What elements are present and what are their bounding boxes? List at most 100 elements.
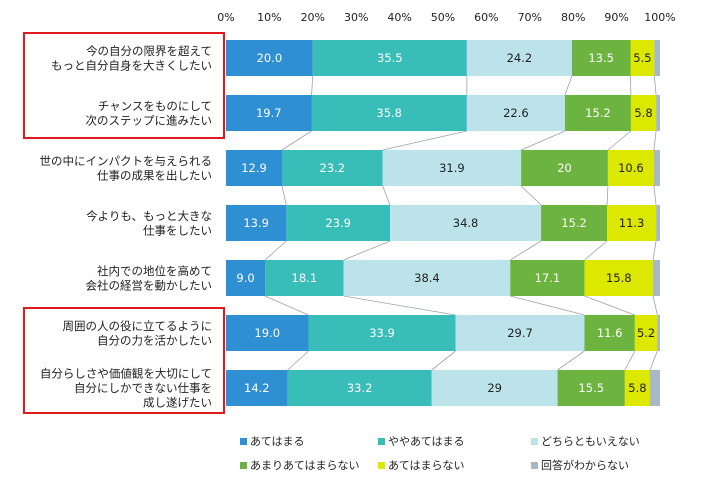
bar-segment	[226, 150, 282, 186]
connector-line	[652, 295, 658, 316]
legend-label: あまりあてはまらない	[250, 459, 360, 472]
connector-line	[510, 240, 542, 261]
bar-segment	[584, 260, 654, 296]
connector-line	[584, 295, 635, 316]
category-label: 今よりも、もっと大きな仕事をしたい	[86, 209, 212, 238]
value-label: 23.2	[320, 161, 346, 175]
bar-segment	[226, 95, 312, 131]
value-label: 31.9	[439, 161, 465, 175]
bar-segment	[226, 205, 287, 241]
legend-label: あてはまる	[250, 435, 305, 448]
x-tick-label: 10%	[257, 11, 281, 24]
bar-segment	[343, 260, 511, 296]
value-label: 5.5	[633, 51, 651, 65]
category-label-line: 仕事の成果を出したい	[97, 168, 212, 182]
bar-segment	[308, 315, 456, 351]
value-label: 35.5	[377, 51, 403, 65]
series-connectors	[264, 75, 658, 371]
legend-label: ややあてはまる	[388, 435, 465, 448]
bar-segment	[466, 95, 565, 131]
value-label: 35.8	[376, 106, 402, 120]
connector-line	[311, 75, 314, 96]
connector-line	[382, 130, 467, 151]
value-label: 23.9	[325, 216, 351, 230]
connector-line	[606, 185, 609, 206]
bar-segment	[630, 95, 657, 131]
connector-line	[649, 350, 658, 371]
bar-segment	[630, 40, 655, 76]
bar-segment	[466, 40, 572, 76]
value-label: 15.8	[606, 271, 632, 285]
bar-segment	[656, 95, 660, 131]
bar-segment	[541, 205, 608, 241]
x-tick-label: 70%	[518, 11, 542, 24]
connector-line	[624, 350, 636, 371]
category-label: チャンスをものにして次のステップに進みたい	[86, 99, 213, 128]
category-label-line: 自分にしかできない仕事を	[74, 381, 212, 395]
legend-label: あてはまらない	[388, 459, 465, 472]
value-label: 19.0	[254, 326, 280, 340]
x-tick-label: 50%	[431, 11, 455, 24]
bar-segment	[286, 205, 391, 241]
connector-line	[607, 130, 632, 151]
category-label: 世の中にインパクトを与えられる仕事の成果を出したい	[40, 154, 213, 183]
category-labels: 今の自分の限界を超えてもっと自分自身を大きくしたいチャンスをものにして次のステッ…	[40, 44, 213, 410]
category-label-line: もっと自分自身を大きくしたい	[51, 58, 212, 72]
value-label: 29.7	[507, 326, 533, 340]
x-tick-label: 80%	[561, 11, 585, 24]
x-tick-label: 20%	[301, 11, 325, 24]
bar-segment	[510, 260, 585, 296]
category-label-line: 会社の経営を動かしたい	[86, 278, 213, 292]
category-label-line: 周囲の人の役に立てるように	[63, 319, 213, 333]
legend-label: 回答がわからない	[541, 458, 629, 472]
legend-swatch	[531, 462, 538, 469]
connector-line	[264, 295, 309, 316]
bar-segment	[390, 205, 542, 241]
bar-segment	[650, 370, 660, 406]
category-label-line: 世の中にインパクトを与えられる	[40, 154, 213, 168]
category-label-line: 成し遂げたい	[143, 396, 212, 410]
category-label-line: 今の自分の限界を超えて	[86, 44, 212, 58]
bar-segment	[226, 370, 288, 406]
bar-segment	[431, 370, 558, 406]
category-label-line: 仕事をしたい	[143, 223, 212, 237]
connector-line	[653, 130, 657, 151]
bar-segment	[584, 315, 635, 351]
x-tick-label: 0%	[217, 11, 234, 24]
connector-line	[431, 350, 456, 371]
connector-line	[653, 185, 657, 206]
bar-segment	[657, 315, 660, 351]
connector-line	[281, 130, 312, 151]
bar-segment	[557, 370, 625, 406]
value-label: 5.2	[637, 326, 655, 340]
connector-line	[564, 75, 573, 96]
value-label: 15.2	[585, 106, 611, 120]
category-label-line: 自分らしさや価値観を大切にして	[40, 367, 212, 381]
bar-segment	[312, 40, 467, 76]
connector-line	[287, 350, 309, 371]
value-label: 18.1	[292, 271, 318, 285]
legend-swatch	[240, 462, 247, 469]
connector-line	[520, 130, 566, 151]
value-label: 38.4	[414, 271, 440, 285]
legend-swatch	[531, 438, 538, 445]
value-label: 10.6	[618, 161, 644, 175]
bar-segment	[521, 150, 608, 186]
bar-segment	[653, 150, 660, 186]
connector-line	[343, 295, 456, 316]
connector-line	[520, 185, 542, 206]
value-label: 20.0	[257, 51, 283, 65]
value-label: 24.2	[507, 51, 533, 65]
value-label: 13.5	[588, 51, 614, 65]
category-label-line: 今よりも、もっと大きな	[86, 209, 212, 223]
category-label: 社内での地位を高めて会社の経営を動かしたい	[86, 264, 213, 293]
connector-line	[653, 75, 657, 96]
value-label: 34.8	[453, 216, 479, 230]
connector-line	[510, 295, 585, 316]
legend-label: どちらともいえない	[541, 435, 640, 448]
bar-segment	[654, 40, 660, 76]
value-label: 19.7	[256, 106, 282, 120]
connector-line	[343, 240, 391, 261]
